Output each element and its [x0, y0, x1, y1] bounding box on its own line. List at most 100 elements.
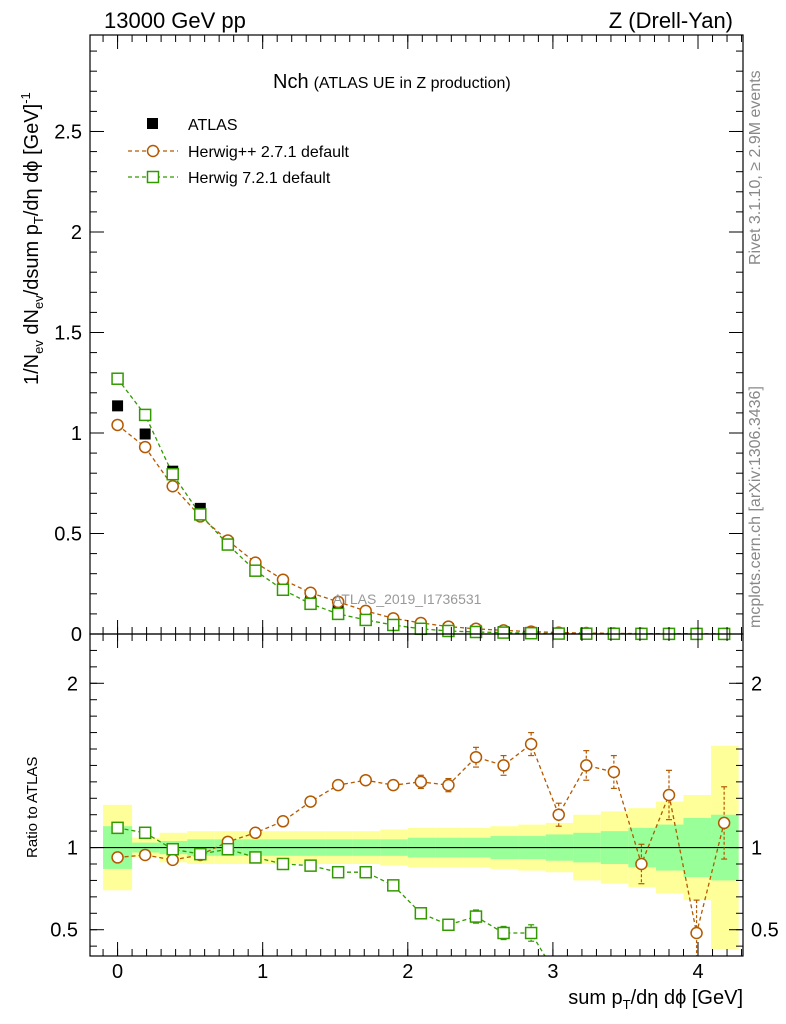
ratio-ytick-label-right: 2 — [751, 673, 762, 695]
ratio-plot-border — [89, 633, 744, 957]
main-herwig7-marker-square-open — [166, 467, 179, 481]
legend-herwigpp-label: Herwig++ 2.7.1 default — [188, 144, 350, 161]
ratio-herwigpp-marker-circle — [469, 750, 483, 764]
ratio-herwig7-marker-square-open — [387, 879, 400, 892]
ratio-herwig7-marker-square-open — [469, 910, 483, 923]
legend: ATLAS Herwig++ 2.7.1 default Herwig 7.2.… — [128, 117, 350, 187]
analysis-watermark: ATLAS_2019_I1736531 — [333, 591, 482, 607]
xlabel-rest: /dη dϕ [GeV] — [631, 987, 743, 1009]
header-right: Z (Drell-Yan) — [609, 8, 733, 33]
ylabel-part-b: dN — [21, 309, 43, 340]
main-herwig7-marker-square-open — [194, 508, 207, 521]
ratio-herwig7-marker-square-open — [166, 842, 179, 856]
main-herwigpp-marker-circle — [111, 418, 124, 432]
main-herwig7-marker-square-open — [138, 408, 152, 422]
ratio-herwigpp-marker-circle — [524, 737, 538, 751]
header-left: 13000 GeV pp — [104, 8, 246, 33]
ratio-herwig7-marker-square-open — [442, 918, 455, 932]
ratio-herwigpp-marker-circle — [717, 816, 731, 830]
ratio-herwig7-marker-square-open — [359, 865, 372, 879]
mcplots-label: mcplots.cern.ch [arXiv:1306.3436] — [747, 386, 764, 628]
ratio-herwig7-marker-square-open — [276, 857, 290, 871]
ratio-herwigpp-marker-circle — [304, 795, 317, 808]
ratio-plot-data — [90, 731, 743, 956]
ratio-herwigpp-marker-circle — [580, 759, 593, 772]
main-herwig7-marker-square-open — [359, 613, 372, 627]
ratio-ytick-label-right: 1 — [751, 838, 762, 860]
ratio-herwigpp-marker-circle — [249, 826, 262, 840]
xlabel: sum pT/dη dϕ [GeV] — [568, 987, 743, 1012]
rivet-label: Rivet 3.1.10, ≥ 2.9M events — [747, 70, 764, 265]
ratio-herwig7-marker-square-open — [111, 821, 124, 835]
main-herwig7-marker-square-open — [497, 626, 510, 639]
ratio-herwigpp-marker-circle — [387, 778, 400, 792]
xtick-label: 0 — [112, 961, 123, 983]
xlabel-main: sum p — [568, 987, 622, 1009]
legend-herwigpp-marker — [146, 144, 160, 158]
plot-title: Nch (ATLAS UE in Z production) — [273, 71, 511, 93]
ratio-herwig7-marker-square-open — [138, 826, 152, 840]
legend-herwig7-label: Herwig 7.2.1 default — [188, 170, 331, 187]
legend-herwig7-marker — [146, 170, 160, 184]
main-ytick-label: 1.5 — [54, 322, 82, 344]
ylabel-part-a: 1/N — [21, 354, 43, 385]
xtick-label: 4 — [692, 961, 703, 983]
ratio-ytick-label-left: 2 — [67, 673, 78, 695]
main-atlas-marker-square-filled — [112, 400, 124, 412]
main-herwig7-marker-square-open — [442, 624, 455, 638]
xtick-label: 2 — [402, 961, 413, 983]
ratio-herwigpp-marker-circle — [111, 851, 124, 864]
ratio-herwigpp-marker-circle — [276, 815, 290, 828]
ratio-herwigpp-marker-circle — [359, 773, 372, 787]
ratio-herwig7-marker-square-open — [249, 851, 262, 864]
ratio-ytick-label-left: 0.5 — [50, 920, 78, 942]
ratio-herwig7-marker-square-open — [414, 907, 428, 920]
main-herwig7-marker-square-open — [524, 626, 538, 640]
legend-atlas-marker — [147, 118, 158, 129]
ratio-herwigpp-marker-circle — [607, 765, 621, 779]
legend-atlas-label: ATLAS — [188, 117, 238, 134]
xtick-label: 3 — [547, 961, 558, 983]
ratio-herwig7-marker-square-open — [194, 847, 207, 861]
main-ytick-label: 1 — [71, 423, 82, 445]
main-herwigpp-marker-circle — [304, 586, 317, 600]
ratio-ylabel: Ratio to ATLAS — [24, 757, 41, 858]
ylabel-sub-b: ev — [31, 295, 46, 309]
ylabel-sub-c: T — [31, 216, 46, 224]
ratio-herwig7-marker-square-open — [497, 926, 510, 940]
main-ytick-label: 0.5 — [54, 523, 82, 545]
main-atlas-marker-square-filled — [139, 428, 151, 440]
ratio-herwigpp-marker-circle — [166, 853, 179, 867]
main-herwig7-marker-square-open — [249, 564, 262, 577]
ratio-herwig7-marker-square-open — [304, 859, 317, 872]
main-herwigpp-marker-circle — [331, 595, 345, 609]
ratio-series-line-herwig7 — [117, 827, 546, 956]
ylabel-sup-d: -1 — [18, 92, 33, 104]
plot-title-sub: (ATLAS UE in Z production) — [314, 75, 511, 92]
ratio-herwigpp-marker-circle — [442, 778, 455, 792]
ylabel-sub-a: ev — [31, 340, 46, 354]
ratio-ytick-label-left: 1 — [67, 838, 78, 860]
ratio-herwigpp-marker-circle — [497, 759, 510, 772]
xtick-label: 1 — [257, 961, 268, 983]
ratio-herwig7-marker-square-open — [524, 926, 538, 940]
ratio-ytick-label-right: 0.5 — [751, 920, 779, 942]
main-herwig7-marker-square-open — [221, 538, 235, 551]
ylabel-part-d: /dη dϕ [GeV] — [21, 104, 43, 216]
main-ytick-label: 2.5 — [54, 121, 82, 143]
ratio-herwigpp-marker-circle — [414, 775, 428, 789]
main-herwig7-marker-square-open — [304, 597, 317, 611]
ratio-herwig7-marker-square-open — [331, 865, 345, 879]
main-herwig7-marker-square-open — [276, 583, 290, 597]
plot-title-main: Nch — [273, 71, 309, 93]
main-herwigpp-marker-circle — [166, 480, 179, 493]
main-ylabel: 1/Nev dNev/dsum pT/dη dϕ [GeV]-1 — [18, 92, 46, 385]
main-herwig7-marker-square-open — [331, 607, 345, 621]
main-ytick-label: 0 — [71, 624, 82, 646]
main-ytick-label: 2 — [71, 222, 82, 244]
ratio-herwigpp-marker-circle — [690, 926, 703, 940]
ratio-herwigpp-marker-circle — [138, 848, 152, 862]
ratio-herwig7-marker-square-open — [221, 842, 235, 856]
main-herwig7-marker-square-open — [414, 622, 428, 636]
